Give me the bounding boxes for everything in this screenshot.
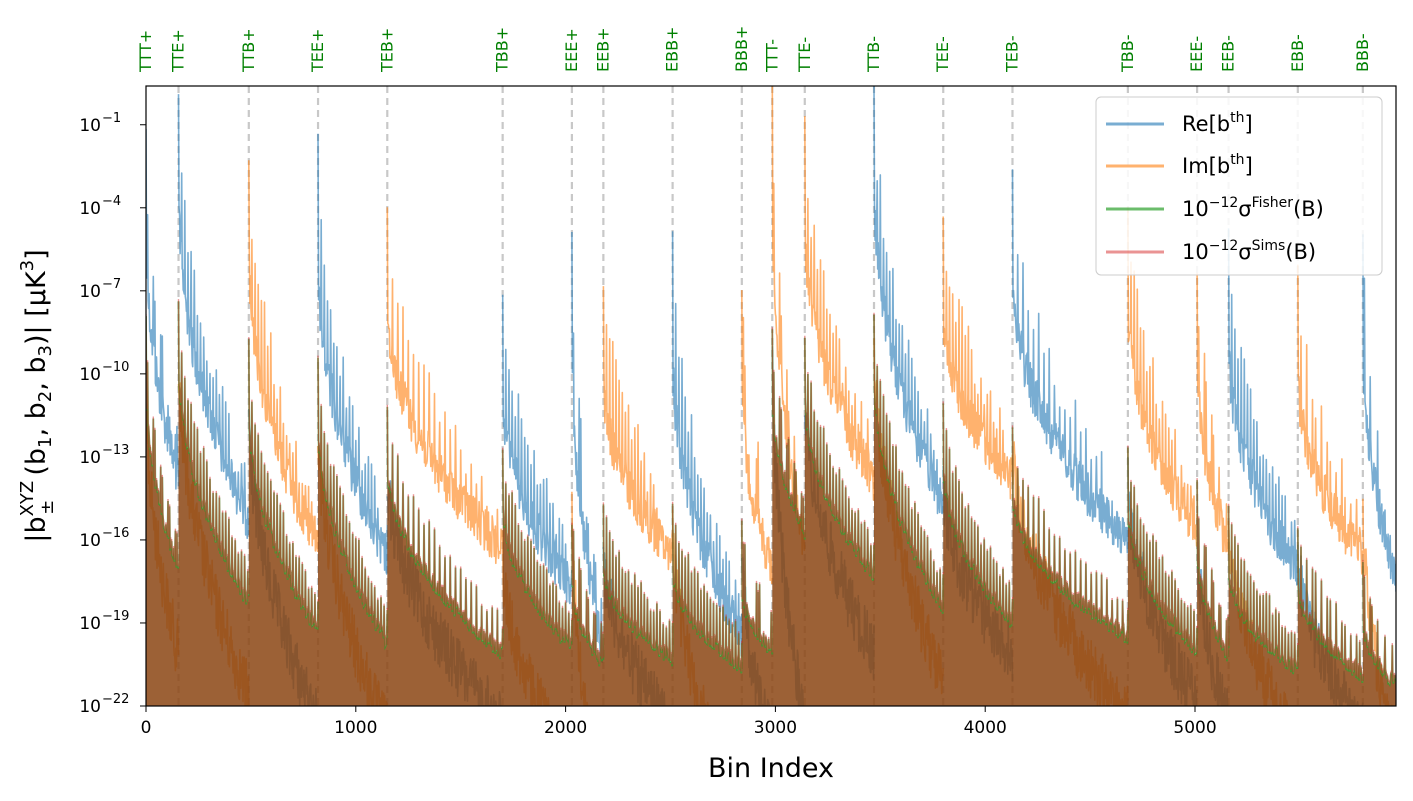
block-label-10: TTT- [762,39,781,73]
legend-entry-fisher: 10−12σFisher(B) [1106,195,1324,221]
block-label-7: EEB+ [593,27,612,72]
block-label-14: TEB- [1002,35,1021,73]
y-tick-label-5: 10−7 [79,277,121,302]
block-label-12: TTB- [864,36,883,73]
x-tick-label-5: 5000 [1173,718,1216,738]
block-label-18: EBB- [1288,34,1307,72]
x-tick-label-0: 0 [141,718,152,738]
x-tick-label-2: 2000 [544,718,587,738]
x-tick-label-3: 3000 [754,718,797,738]
x-tick-label-4: 4000 [964,718,1007,738]
legend-label-im: Im[bth] [1182,152,1253,178]
legend-label-fisher: 10−12σFisher(B) [1182,195,1324,221]
legend-box [1095,96,1383,276]
block-label-9: BBB+ [732,26,751,72]
plot-frame [145,85,1397,707]
block-label-11: TTE- [795,37,814,73]
legend-label-sims: 10−12σSims(B) [1182,238,1316,264]
block-labels: TTT+ TTE+ TTB+ TEE+ TEB+ TBB+ EEE+ EEB+ EBB+ BBB+… [136,26,1372,73]
block-label-16: EEE- [1187,36,1206,72]
legend-entry-im: Im[bth] [1106,152,1253,178]
block-label-6: EEE+ [562,28,581,72]
x-axis-title: Bin Index [708,753,834,784]
legend-entry-sims: 10−12σSims(B) [1106,238,1316,264]
block-label-2: TTB+ [239,28,258,73]
y-axis-title: |bXYZ±(b1, b2, b3)| [μK3] [17,249,58,542]
x-axis: 0 1000 2000 3000 4000 5000 [141,706,1217,738]
x-tick-label-1: 1000 [334,718,377,738]
block-label-13: TEE- [933,36,952,73]
series-layer [146,86,1396,706]
block-label-5: TBB+ [493,27,512,73]
block-label-15: TBB- [1118,35,1137,74]
series-sims-line [146,299,1396,685]
legend-label-re: Re[bth] [1182,110,1253,136]
block-label-19: BBB- [1353,33,1372,72]
block-label-1: TTE+ [169,29,188,73]
legend: Re[bth] Im[bth] 10−12σFisher(B) 10−12σSi… [1095,96,1383,276]
block-label-3: TEE+ [308,29,327,73]
block-label-0: TTT+ [136,30,155,73]
block-label-17: EEB- [1219,35,1238,72]
block-label-4: TEB+ [377,28,396,73]
block-label-8: EBB+ [663,27,682,72]
legend-entry-re: Re[bth] [1106,110,1253,136]
